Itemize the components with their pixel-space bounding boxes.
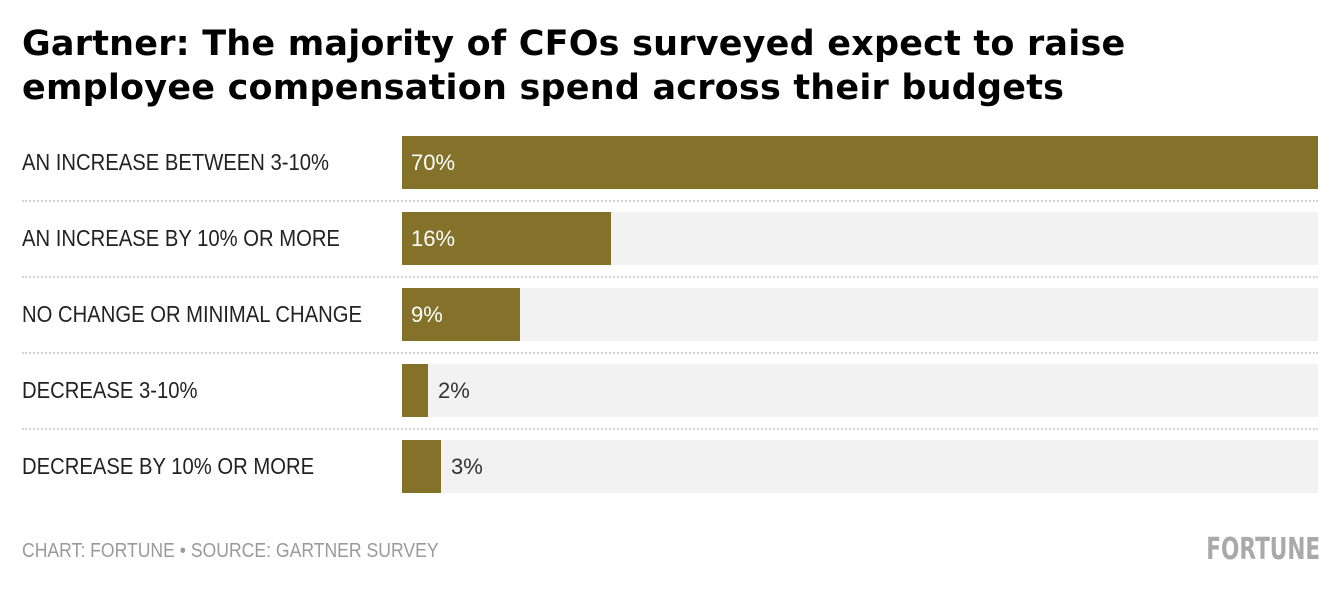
bar — [402, 440, 441, 493]
category-label: NO CHANGE OR MINIMAL CHANGE — [22, 301, 362, 327]
bar-track: 2% — [402, 364, 1318, 417]
bar — [402, 364, 428, 417]
category-label: DECREASE BY 10% OR MORE — [22, 453, 315, 479]
bar-track: 70% — [402, 136, 1318, 189]
bar — [402, 212, 611, 265]
row-divider — [22, 276, 1318, 278]
data-label: 9% — [411, 302, 443, 327]
row-divider — [22, 352, 1318, 354]
category-label: AN INCREASE BETWEEN 3-10% — [22, 149, 330, 175]
source-note: CHART: FORTUNE • SOURCE: GARTNER SURVEY — [22, 540, 439, 562]
chart-title: Gartner: The majority of CFOs surveyed e… — [22, 24, 1126, 108]
data-label: 2% — [438, 378, 470, 403]
bar-row: DECREASE BY 10% OR MORE 3% — [0, 440, 1340, 493]
bar-track: 9% — [402, 288, 1318, 341]
fortune-logo: FORTUNE — [1206, 532, 1320, 567]
bar-track: 16% — [402, 212, 1318, 265]
bar — [402, 288, 520, 341]
category-label: DECREASE 3-10% — [22, 377, 198, 403]
data-label: 70% — [411, 150, 456, 175]
bar-row: DECREASE 3-10% 2% — [0, 364, 1340, 417]
bar-track: 3% — [402, 440, 1318, 493]
bar-row: AN INCREASE BY 10% OR MORE 16% — [0, 212, 1340, 265]
bar-row: AN INCREASE BETWEEN 3-10% 70% — [0, 136, 1340, 189]
data-label: 16% — [411, 226, 456, 251]
data-label: 3% — [451, 454, 483, 479]
category-label: AN INCREASE BY 10% OR MORE — [22, 225, 340, 251]
bar — [402, 136, 1318, 189]
row-divider — [22, 428, 1318, 430]
row-divider — [22, 200, 1318, 202]
bar-row: NO CHANGE OR MINIMAL CHANGE 9% — [0, 288, 1340, 341]
